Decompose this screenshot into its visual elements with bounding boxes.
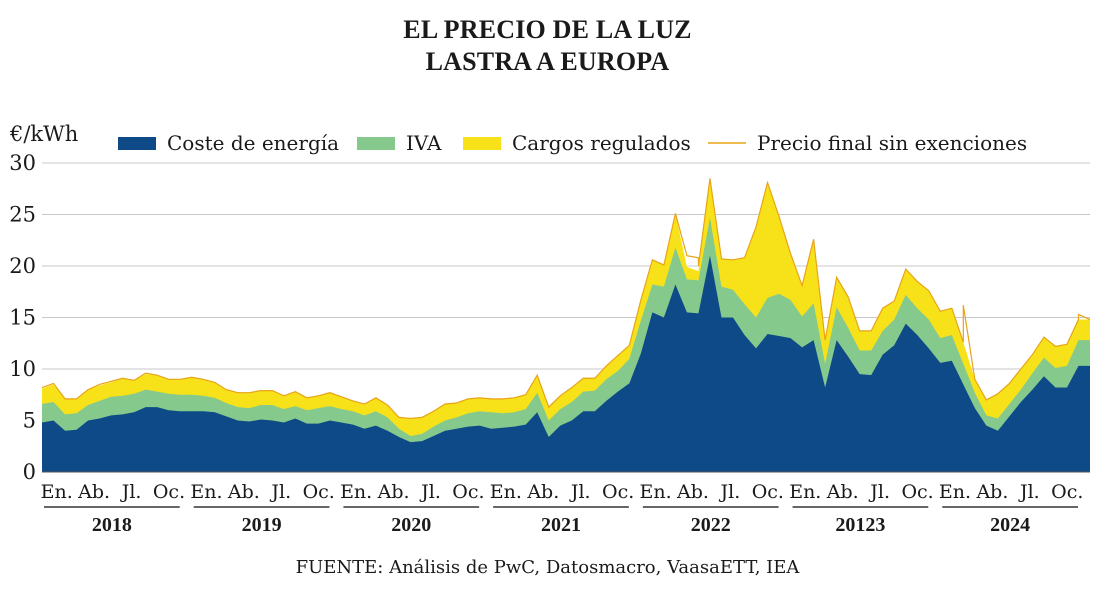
x-month-label: En.	[490, 481, 522, 503]
y-tick-label-0: 0	[23, 460, 36, 484]
legend-swatch-cargos	[463, 137, 501, 150]
x-month-label: Ab.	[227, 481, 260, 503]
year-label-2024: 2024	[990, 514, 1030, 536]
x-month-label: Oc.	[602, 481, 634, 503]
year-label-2018: 2018	[92, 514, 132, 536]
x-month-label: Oc.	[901, 481, 933, 503]
y-tick-label-10: 10	[9, 357, 36, 381]
legend-swatch-coste	[118, 137, 156, 150]
y-tick-label-30: 30	[9, 151, 36, 175]
x-month-label: En.	[41, 481, 73, 503]
x-month-label: En.	[340, 481, 372, 503]
chart-title: EL PRECIO DE LA LUZ LASTRA A EUROPA	[0, 14, 1095, 78]
y-tick-label-20: 20	[9, 254, 36, 278]
year-label-2021: 2021	[541, 514, 581, 536]
legend-swatch-iva	[357, 137, 395, 150]
x-month-label: Jl.	[419, 481, 441, 503]
x-month-label: En.	[939, 481, 971, 503]
x-month-label: Ab.	[826, 481, 859, 503]
line-precio-final	[41, 178, 1091, 420]
year-label-2022: 2022	[691, 514, 731, 536]
x-month-label: Jl.	[269, 481, 291, 503]
x-month-label: Jl.	[868, 481, 890, 503]
stacked-areas	[41, 178, 1091, 472]
year-label-2019: 2019	[242, 514, 282, 536]
y-tick-label-15: 15	[9, 306, 36, 330]
x-month-label: Ab.	[975, 481, 1008, 503]
legend-label-final: Precio final sin exenciones	[757, 131, 1027, 155]
x-month-label: Oc.	[303, 481, 335, 503]
x-month-label: En.	[639, 481, 671, 503]
chart-title-line2: LASTRA A EUROPA	[425, 47, 670, 76]
y-tick-label-5: 5	[23, 409, 36, 433]
source-note: FUENTE: Análisis de PwC, Datosmacro, Vaa…	[295, 557, 800, 578]
area-coste-energia	[42, 255, 1090, 472]
x-month-label: Jl.	[1018, 481, 1040, 503]
x-month-label: Jl.	[719, 481, 741, 503]
x-month-label: Ab.	[526, 481, 559, 503]
legend-label-coste: Coste de energía	[167, 131, 339, 155]
x-month-label: Ab.	[377, 481, 410, 503]
legend-label-iva: IVA	[406, 131, 442, 155]
y-tick-label-25: 25	[9, 203, 36, 227]
legend: Coste de energía IVA Cargos regulados Pr…	[118, 131, 1027, 155]
legend-label-cargos: Cargos regulados	[512, 131, 691, 155]
x-month-label: Oc.	[452, 481, 484, 503]
x-month-label: Ab.	[77, 481, 110, 503]
y-axis-tick-labels: 0 5 10 15 20 25 30	[9, 151, 36, 484]
x-month-label: Ab.	[676, 481, 709, 503]
y-axis-unit-label: €/kWh	[9, 122, 78, 146]
x-month-label: Oc.	[153, 481, 185, 503]
year-label-20123: 20123	[835, 514, 885, 536]
x-month-label: Jl.	[569, 481, 591, 503]
chart-title-line1: EL PRECIO DE LA LUZ	[403, 15, 692, 44]
x-month-label: En.	[190, 481, 222, 503]
year-label-2020: 2020	[391, 514, 431, 536]
x-month-label: Oc.	[1051, 481, 1083, 503]
x-month-label: En.	[789, 481, 821, 503]
x-month-label: Jl.	[120, 481, 142, 503]
x-month-label: Oc.	[752, 481, 784, 503]
